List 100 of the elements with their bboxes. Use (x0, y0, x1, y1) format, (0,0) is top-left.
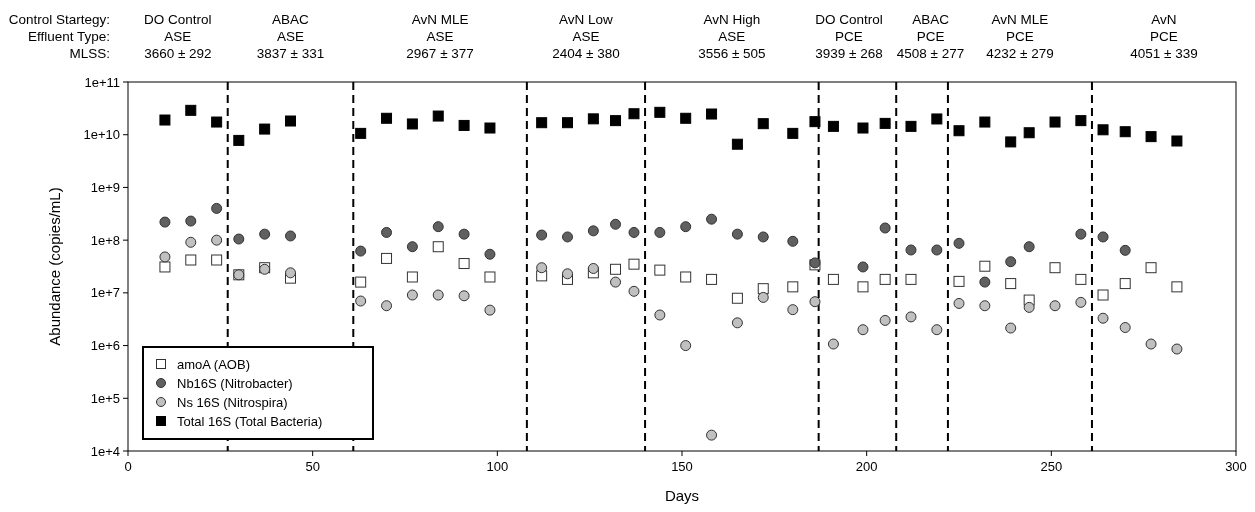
y-tick-label: 1e+6 (90, 338, 120, 354)
text: ABAC ASE 3837 ± 331 (256, 12, 325, 61)
point (1023, 127, 1035, 139)
y-tick-label: 1e+5 (90, 390, 120, 406)
point (159, 114, 171, 126)
x-tick-label: 0 (124, 459, 132, 474)
point (432, 110, 444, 122)
y-tick-label: 1e+4 (90, 443, 120, 459)
point (1097, 312, 1109, 324)
point (610, 218, 622, 230)
point (484, 304, 496, 316)
legend-label: Ns 16S (Nitrospira) (177, 394, 288, 410)
point (706, 273, 718, 285)
point (979, 276, 991, 288)
point (628, 108, 640, 120)
point (458, 258, 470, 270)
point (706, 213, 718, 225)
point (587, 113, 599, 125)
point (562, 231, 574, 243)
point (610, 276, 622, 288)
point (458, 290, 470, 302)
point (211, 202, 223, 214)
point (355, 245, 367, 257)
point (233, 233, 245, 245)
point (1075, 296, 1087, 308)
y-tick-label: 1e+9 (90, 179, 120, 195)
point (211, 234, 223, 246)
point (628, 258, 640, 270)
point (905, 120, 917, 132)
point (381, 252, 393, 264)
point (406, 241, 418, 253)
point (536, 229, 548, 241)
point (211, 254, 223, 266)
point (381, 226, 393, 238)
point (953, 237, 965, 249)
text: Control Startegy: Effluent Type: MLSS: (8, 12, 110, 61)
point (259, 123, 271, 135)
point (953, 297, 965, 309)
point (285, 230, 297, 242)
point (562, 268, 574, 280)
text: ABAC PCE 4508 ± 277 (896, 12, 965, 61)
point (587, 225, 599, 237)
text: AvN PCE 4051 ± 339 (1130, 12, 1198, 61)
point (432, 221, 444, 233)
text: AvN MLE ASE 2967 ± 377 (406, 12, 474, 61)
text: AvN MLE PCE 4232 ± 279 (986, 12, 1054, 61)
x-axis-title: Days (664, 487, 700, 504)
point (654, 106, 666, 118)
point (953, 275, 965, 287)
point (879, 117, 891, 129)
point (905, 311, 917, 323)
point (406, 271, 418, 283)
point (757, 231, 769, 243)
point (1171, 135, 1183, 147)
point (185, 254, 197, 266)
point (233, 134, 245, 146)
point (1005, 322, 1017, 334)
point (1075, 228, 1087, 240)
point (680, 112, 692, 124)
legend-label: amoA (AOB) (177, 356, 250, 372)
point (1075, 115, 1087, 127)
point (654, 309, 666, 321)
point (1119, 126, 1131, 138)
point (628, 285, 640, 297)
y-tick-label: 1e+7 (90, 285, 120, 301)
point (857, 281, 869, 293)
point (827, 120, 839, 132)
point (458, 228, 470, 240)
point (706, 429, 718, 441)
point (857, 122, 869, 134)
point (979, 300, 991, 312)
point (381, 112, 393, 124)
point (809, 116, 821, 128)
point (285, 267, 297, 279)
point (905, 273, 917, 285)
point (610, 115, 622, 127)
point (610, 263, 622, 275)
point (1171, 343, 1183, 355)
point (159, 216, 171, 228)
point (432, 289, 444, 301)
x-tick-label: 200 (855, 459, 878, 474)
point (857, 324, 869, 336)
point (706, 108, 718, 120)
point (587, 262, 599, 274)
point (857, 261, 869, 273)
legend-label: Total 16S (Total Bacteria) (177, 413, 323, 429)
point (731, 292, 743, 304)
point (680, 340, 692, 352)
point (1049, 300, 1061, 312)
point (185, 236, 197, 248)
point (1097, 289, 1109, 301)
point (680, 221, 692, 233)
point (432, 241, 444, 253)
point (406, 118, 418, 130)
point (406, 289, 418, 301)
point (185, 104, 197, 116)
point (787, 235, 799, 247)
point (259, 228, 271, 240)
point (159, 261, 171, 273)
y-tick-label: 1e+8 (90, 232, 120, 248)
